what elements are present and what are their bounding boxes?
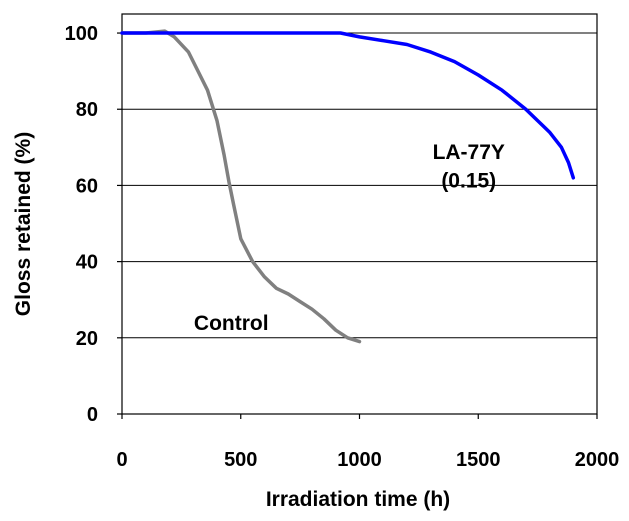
x-tick-label: 0 — [116, 449, 127, 471]
x-axis-title: Irradiation time (h) — [266, 488, 450, 511]
x-tick-label: 1000 — [337, 449, 382, 471]
series-line-la-77y — [120, 31, 576, 180]
y-tick-label: 60 — [76, 175, 98, 197]
y-tick-label: 40 — [76, 252, 98, 274]
annotations: LA-77Y (0.15) Control — [194, 141, 505, 335]
series-layer — [120, 29, 576, 344]
x-tick-label: 500 — [224, 449, 257, 471]
y-tick-label: 0 — [87, 404, 98, 426]
x-tick-label: 2000 — [575, 449, 620, 471]
series-line-control — [120, 29, 362, 344]
annotation-label: LA-77Y — [433, 141, 505, 164]
y-axis-title: Gloss retained (%) — [12, 132, 35, 316]
annotation-label: Control — [194, 312, 269, 335]
plot-frame — [121, 13, 598, 415]
y-tick-label: 100 — [65, 23, 98, 45]
y-tick-label: 80 — [76, 99, 98, 121]
axes-layer — [117, 13, 598, 419]
x-tick-label: 1500 — [456, 449, 501, 471]
y-tick-label: 20 — [76, 328, 98, 350]
annotation-label: (0.15) — [441, 169, 496, 192]
grid-layer — [122, 32, 597, 339]
